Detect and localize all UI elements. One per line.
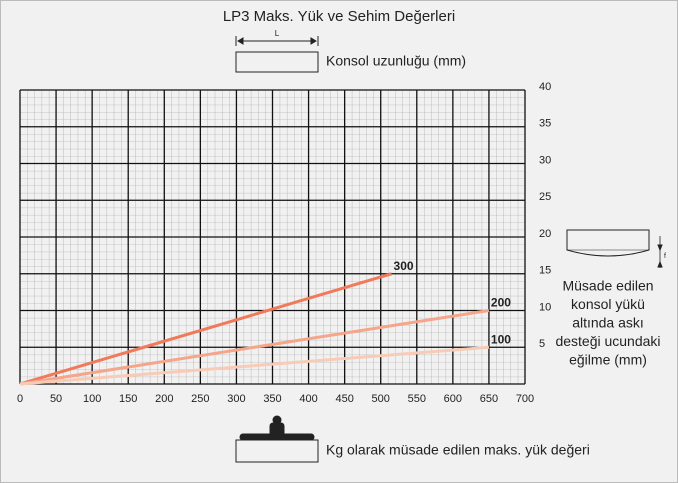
- annotation: L: [275, 29, 280, 38]
- series-label: 300: [394, 259, 414, 273]
- chart-title: LP3 Maks. Yük ve Sehim Değerleri: [223, 8, 455, 25]
- y-axis-label: Müsade edilen konsol yükü altında askı dest…: [555, 278, 660, 368]
- top-label: Konsol uzunluğu (mm): [326, 53, 466, 69]
- series-label: 200: [491, 296, 511, 310]
- y-tick-label: 25: [539, 191, 551, 203]
- y-tick-label: 40: [539, 81, 551, 93]
- series-line: [19, 345, 490, 386]
- x-tick-label: 600: [444, 393, 462, 405]
- series-line: [19, 272, 392, 386]
- y-tick-label: 35: [539, 118, 551, 130]
- y-tick-label: 10: [539, 301, 551, 313]
- x-tick-label: 350: [263, 393, 281, 405]
- load-icon: [235, 415, 319, 463]
- y-axis-label-line: eğilme (mm): [569, 352, 647, 368]
- series-label: 100: [491, 332, 511, 346]
- y-axis-label-line: desteği ucundaki: [555, 333, 660, 349]
- y-tick-label: 30: [539, 154, 551, 166]
- x-tick-label: 500: [372, 393, 390, 405]
- y-tick-label: 20: [539, 228, 551, 240]
- annotation: f: [664, 253, 666, 260]
- series-line: [19, 309, 490, 386]
- y-axis-label-line: altında askı: [572, 315, 644, 331]
- x-tick-label: 700: [516, 393, 534, 405]
- x-tick-label: 300: [227, 393, 245, 405]
- length-icon: [235, 36, 319, 73]
- y-tick-label: 5: [539, 338, 545, 350]
- y-tick-label: 15: [539, 265, 551, 277]
- x-axis-label: Kg olarak müsade edilen maks. yük değeri: [326, 442, 590, 458]
- x-tick-label: 650: [480, 393, 498, 405]
- deflection-icon: [566, 229, 663, 268]
- y-axis-label-line: konsol yükü: [571, 296, 645, 312]
- x-tick-label: 0: [17, 393, 23, 405]
- x-tick-label: 400: [299, 393, 317, 405]
- x-tick-label: 550: [408, 393, 426, 405]
- x-tick-label: 250: [191, 393, 209, 405]
- x-tick-label: 150: [119, 393, 137, 405]
- x-tick-label: 450: [335, 393, 353, 405]
- y-axis-label-line: Müsade edilen: [562, 278, 653, 294]
- x-tick-label: 100: [83, 393, 101, 405]
- x-tick-label: 50: [50, 393, 62, 405]
- x-tick-label: 200: [155, 393, 173, 405]
